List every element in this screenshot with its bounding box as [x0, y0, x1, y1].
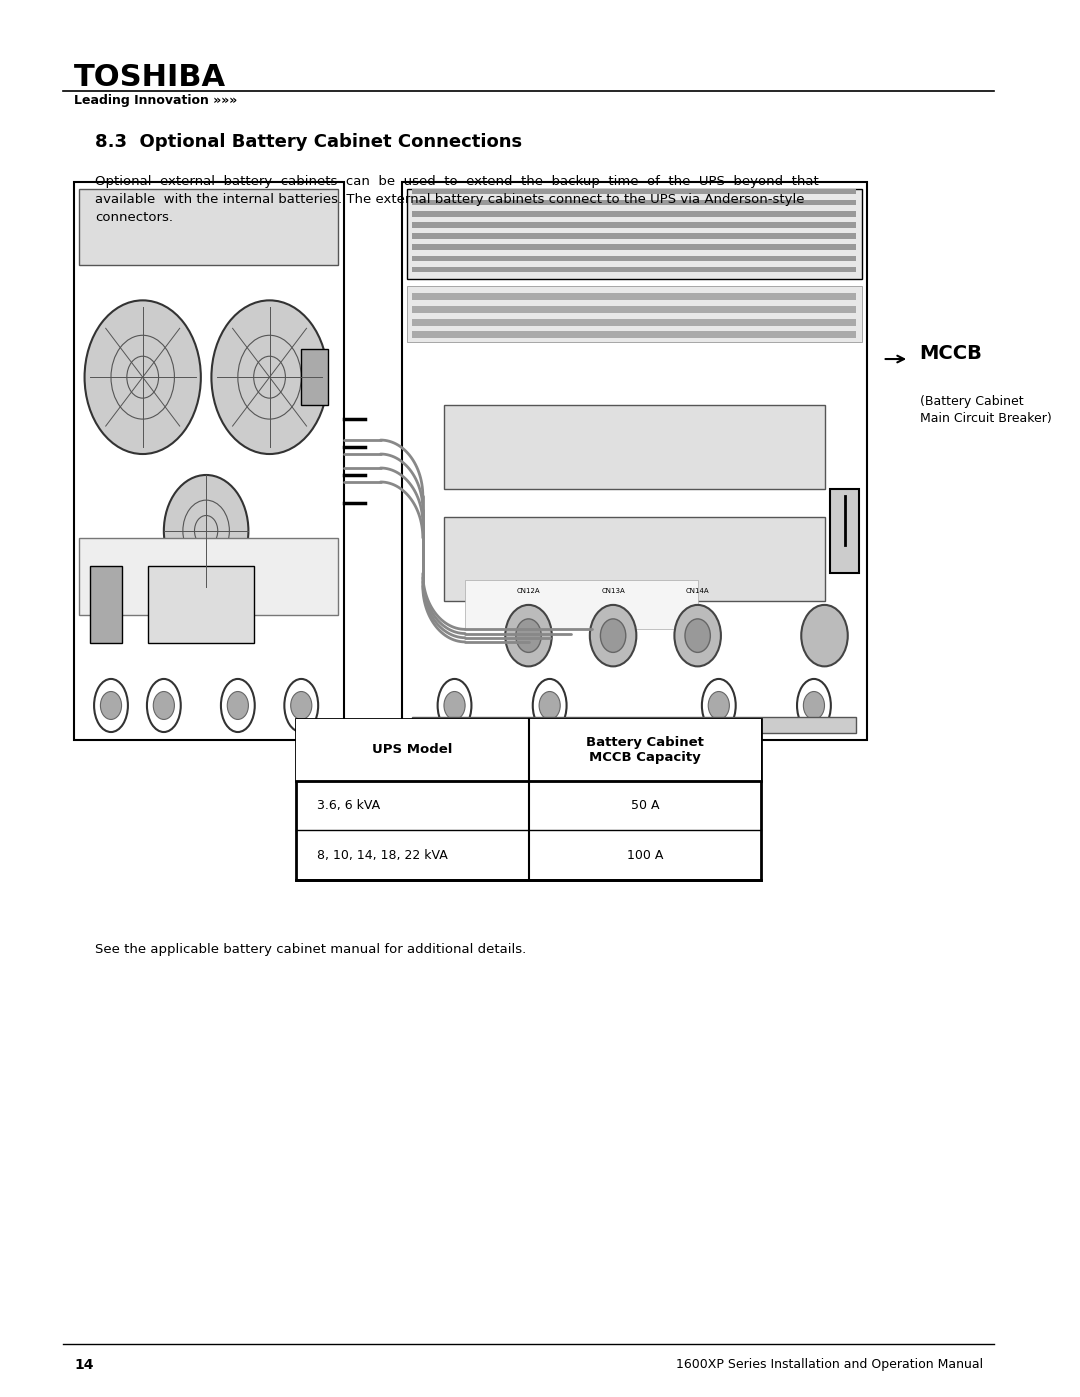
Circle shape: [444, 692, 465, 719]
Bar: [301, 349, 327, 405]
Ellipse shape: [702, 679, 735, 732]
Bar: [407, 286, 862, 342]
Circle shape: [674, 605, 721, 666]
Text: 100 A: 100 A: [626, 849, 663, 862]
Circle shape: [164, 475, 248, 587]
Bar: [413, 222, 856, 228]
Circle shape: [227, 692, 248, 719]
Circle shape: [153, 692, 174, 719]
Bar: [829, 489, 860, 573]
Text: 8.3  Optional Battery Cabinet Connections: 8.3 Optional Battery Cabinet Connections: [95, 133, 523, 151]
Text: See the applicable battery cabinet manual for additional details.: See the applicable battery cabinet manua…: [95, 943, 526, 956]
Bar: [444, 517, 824, 601]
Bar: [413, 319, 856, 326]
Circle shape: [84, 300, 201, 454]
Text: 3.6, 6 kVA: 3.6, 6 kVA: [318, 799, 380, 812]
Bar: [296, 719, 761, 880]
Bar: [413, 256, 856, 261]
Bar: [90, 566, 122, 643]
Bar: [444, 405, 824, 489]
FancyBboxPatch shape: [75, 182, 343, 740]
Circle shape: [291, 692, 312, 719]
Circle shape: [539, 692, 561, 719]
Circle shape: [516, 619, 541, 652]
Bar: [79, 538, 338, 615]
Text: CN14A: CN14A: [686, 588, 710, 594]
Ellipse shape: [147, 679, 180, 732]
Text: 14: 14: [75, 1358, 94, 1372]
Text: 50 A: 50 A: [631, 799, 659, 812]
Bar: [413, 189, 856, 194]
Ellipse shape: [437, 679, 472, 732]
Bar: [413, 200, 856, 205]
Circle shape: [685, 619, 711, 652]
Circle shape: [600, 619, 625, 652]
Text: (Battery Cabinet
Main Circuit Breaker): (Battery Cabinet Main Circuit Breaker): [920, 395, 1052, 425]
Bar: [413, 233, 856, 239]
Text: 1600XP Series Installation and Operation Manual: 1600XP Series Installation and Operation…: [676, 1358, 983, 1370]
FancyArrowPatch shape: [886, 356, 904, 362]
Circle shape: [212, 300, 327, 454]
Bar: [413, 244, 856, 250]
Bar: [413, 293, 856, 300]
Circle shape: [590, 605, 636, 666]
Bar: [465, 580, 698, 629]
Text: CN12A: CN12A: [516, 588, 540, 594]
Ellipse shape: [221, 679, 255, 732]
Text: CN13A: CN13A: [602, 588, 625, 594]
Bar: [413, 717, 856, 733]
Bar: [148, 566, 254, 643]
Text: Optional  external  battery  cabinets  can  be  used  to  extend  the  backup  t: Optional external battery cabinets can b…: [95, 175, 819, 224]
FancyBboxPatch shape: [402, 182, 867, 740]
Bar: [79, 189, 338, 265]
Bar: [413, 306, 856, 313]
Bar: [407, 189, 862, 279]
Text: MCCB: MCCB: [920, 344, 983, 363]
Circle shape: [804, 692, 824, 719]
Text: Battery Cabinet
MCCB Capacity: Battery Cabinet MCCB Capacity: [585, 736, 704, 764]
Circle shape: [100, 692, 122, 719]
Bar: [413, 267, 856, 272]
Circle shape: [505, 605, 552, 666]
Circle shape: [801, 605, 848, 666]
Text: Leading Innovation »»»: Leading Innovation »»»: [75, 94, 238, 106]
Circle shape: [708, 692, 729, 719]
Ellipse shape: [532, 679, 567, 732]
Bar: [413, 211, 856, 217]
Text: 8, 10, 14, 18, 22 kVA: 8, 10, 14, 18, 22 kVA: [318, 849, 448, 862]
Ellipse shape: [284, 679, 319, 732]
Bar: [296, 719, 761, 781]
Text: UPS Model: UPS Model: [373, 743, 453, 757]
Bar: [413, 331, 856, 338]
Ellipse shape: [797, 679, 831, 732]
Text: TOSHIBA: TOSHIBA: [75, 63, 226, 92]
Ellipse shape: [94, 679, 127, 732]
